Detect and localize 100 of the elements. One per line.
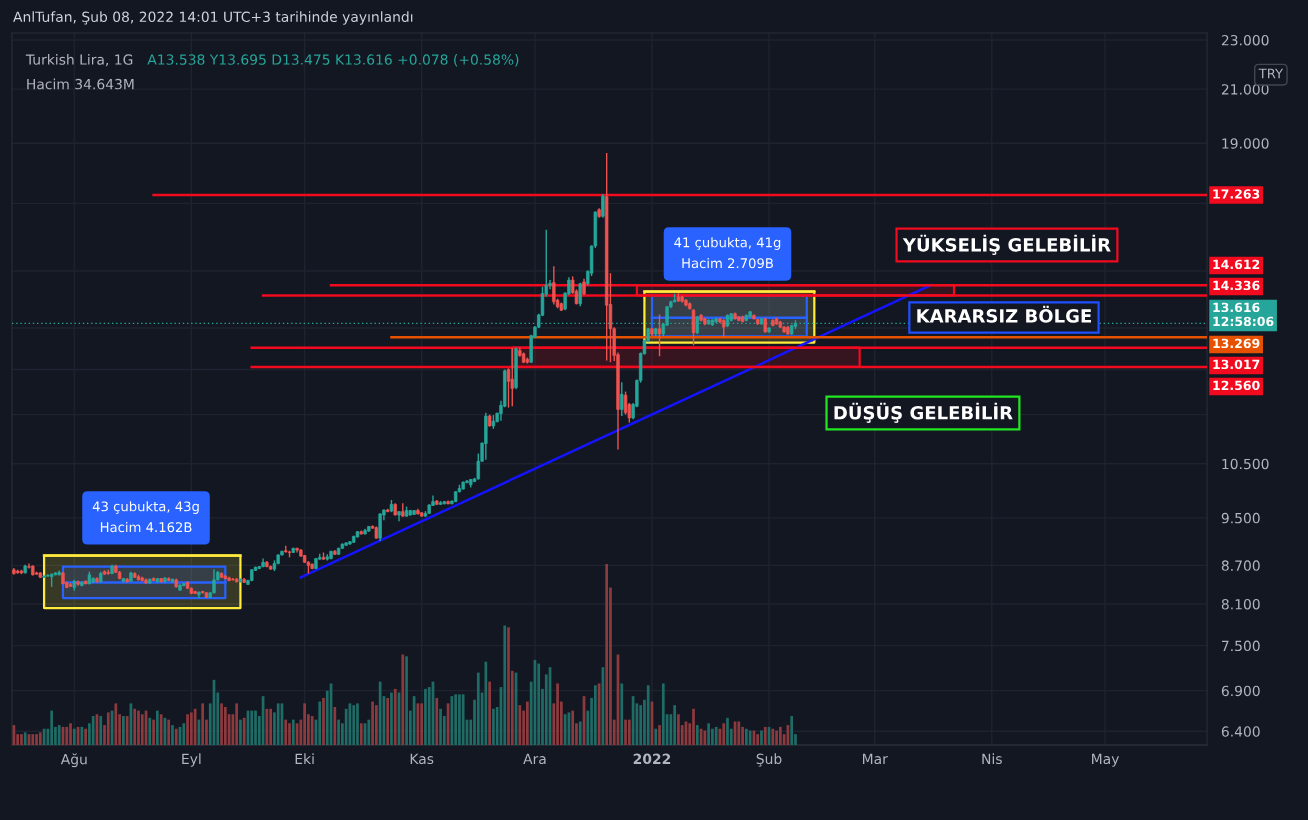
bar <box>133 708 137 745</box>
bar <box>435 697 439 745</box>
bar <box>703 730 707 745</box>
bar <box>152 719 155 745</box>
bar <box>167 719 171 745</box>
bar <box>20 734 23 745</box>
bar <box>405 656 408 745</box>
bar <box>756 734 760 745</box>
bar <box>420 703 424 745</box>
bar <box>65 726 69 745</box>
bar <box>605 564 609 745</box>
bar <box>488 681 491 745</box>
bar <box>578 721 582 745</box>
y-tick-label: 10.500 <box>1222 458 1269 470</box>
bar <box>367 719 371 745</box>
bar <box>722 723 726 745</box>
x-tick-label: May <box>1092 753 1119 767</box>
bar <box>371 701 374 745</box>
bar <box>171 725 174 745</box>
bar <box>284 719 288 745</box>
text: AnlTufan, Şub 08, 2022 14:01 UTC+3 tarihinde yayınlandı <box>13 11 413 25</box>
bar <box>322 697 325 745</box>
bar <box>359 723 363 745</box>
bar <box>276 703 280 745</box>
bar <box>760 730 763 745</box>
bar <box>454 694 457 745</box>
bar <box>288 723 291 745</box>
data-label: 12.560 <box>1213 380 1260 391</box>
candlestick <box>552 265 556 306</box>
bar <box>461 694 465 745</box>
bar <box>137 710 140 745</box>
bar <box>745 728 748 745</box>
x-tick-label: 2022 <box>633 753 671 765</box>
bar <box>393 688 397 745</box>
bar <box>265 708 269 745</box>
bar <box>182 723 186 745</box>
bar <box>658 725 661 745</box>
bar <box>84 728 87 745</box>
bar <box>254 710 257 745</box>
bar <box>374 705 378 745</box>
y-tick-label: 6.900 <box>1221 685 1260 697</box>
bar <box>424 688 427 745</box>
bar <box>201 703 205 745</box>
bar <box>476 672 480 745</box>
bar <box>318 701 322 745</box>
bar <box>91 716 95 745</box>
bar <box>771 728 775 745</box>
x-tick-label: Ağu <box>60 753 87 768</box>
bar <box>186 714 189 745</box>
bar <box>356 703 359 745</box>
candlestick <box>722 318 726 338</box>
bar <box>80 726 84 745</box>
bar <box>23 732 27 745</box>
bar <box>122 716 125 745</box>
bar <box>748 730 752 745</box>
bar <box>38 732 42 745</box>
bar <box>763 726 767 745</box>
bar <box>654 728 658 745</box>
y-tick-label: 19.000 <box>1222 138 1269 149</box>
bar <box>239 719 242 745</box>
bar <box>352 705 356 745</box>
annotation: 43 çubukta, 43g Hacim 4.162B <box>92 501 199 533</box>
bar <box>189 712 193 745</box>
bar <box>106 712 110 745</box>
ref-line-label: 13.616 12:58:06 <box>1213 302 1274 327</box>
bar <box>646 685 650 745</box>
bar <box>492 708 495 745</box>
candlestick <box>601 193 605 219</box>
bar <box>503 625 507 745</box>
bar <box>526 701 529 745</box>
bar <box>156 710 159 745</box>
bar <box>140 714 144 745</box>
candlestick <box>510 347 514 407</box>
bar <box>303 703 306 745</box>
bar <box>99 716 103 745</box>
data-label: 17.263 <box>1213 189 1260 199</box>
y-tick-label: 6.400 <box>1221 726 1260 737</box>
y-tick-label: 21.000 <box>1221 84 1269 95</box>
bar <box>223 706 227 745</box>
bar <box>57 725 61 745</box>
bar <box>174 728 178 745</box>
candlestick <box>620 381 624 417</box>
bar <box>125 716 129 745</box>
bar <box>695 725 699 745</box>
bar <box>537 663 541 745</box>
bar <box>556 683 559 745</box>
annotation: A13.538 Y13.695 D13.475 K13.616 +0.078 (+0.58%) <box>147 54 519 67</box>
bar <box>69 723 72 745</box>
y-tick-label: 8.100 <box>1221 598 1260 610</box>
annotation: 41 çubukta, 41g Hacim 2.709B <box>674 237 781 269</box>
y-tick-label: 8.700 <box>1221 560 1260 571</box>
bar <box>439 708 442 745</box>
annotation: DÜŞÜŞ GELEBİLİR <box>834 402 1013 423</box>
bar <box>677 714 680 745</box>
bar <box>333 706 337 745</box>
bar <box>593 685 597 745</box>
bar <box>72 728 76 745</box>
bar <box>778 726 782 745</box>
y-tick-label: 7.500 <box>1222 640 1260 652</box>
bar <box>114 703 118 745</box>
